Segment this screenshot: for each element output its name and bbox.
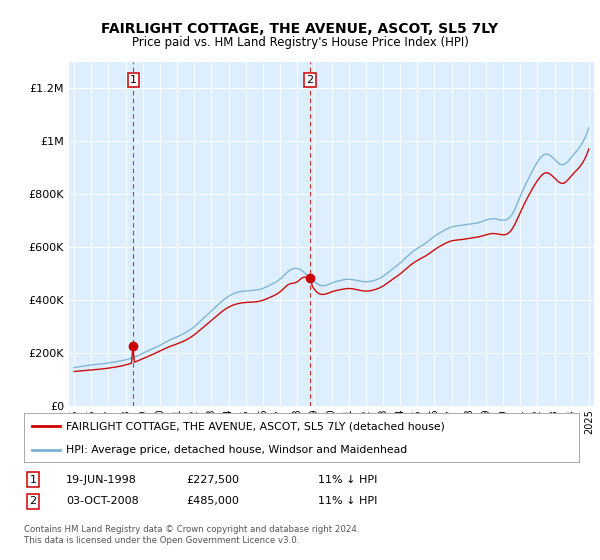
Text: 1: 1 xyxy=(29,475,37,485)
Text: £485,000: £485,000 xyxy=(186,496,239,506)
Text: Price paid vs. HM Land Registry's House Price Index (HPI): Price paid vs. HM Land Registry's House … xyxy=(131,36,469,49)
Text: 03-OCT-2008: 03-OCT-2008 xyxy=(66,496,139,506)
Text: 11% ↓ HPI: 11% ↓ HPI xyxy=(318,496,377,506)
Text: 11% ↓ HPI: 11% ↓ HPI xyxy=(318,475,377,485)
Text: HPI: Average price, detached house, Windsor and Maidenhead: HPI: Average price, detached house, Wind… xyxy=(65,445,407,455)
Text: Contains HM Land Registry data © Crown copyright and database right 2024.
This d: Contains HM Land Registry data © Crown c… xyxy=(24,525,359,545)
Text: £227,500: £227,500 xyxy=(186,475,239,485)
Text: 2: 2 xyxy=(307,75,314,85)
Text: 1: 1 xyxy=(130,75,137,85)
Text: 19-JUN-1998: 19-JUN-1998 xyxy=(66,475,137,485)
Text: 2: 2 xyxy=(29,496,37,506)
Text: FAIRLIGHT COTTAGE, THE AVENUE, ASCOT, SL5 7LY (detached house): FAIRLIGHT COTTAGE, THE AVENUE, ASCOT, SL… xyxy=(65,421,445,431)
Text: FAIRLIGHT COTTAGE, THE AVENUE, ASCOT, SL5 7LY: FAIRLIGHT COTTAGE, THE AVENUE, ASCOT, SL… xyxy=(101,22,499,36)
